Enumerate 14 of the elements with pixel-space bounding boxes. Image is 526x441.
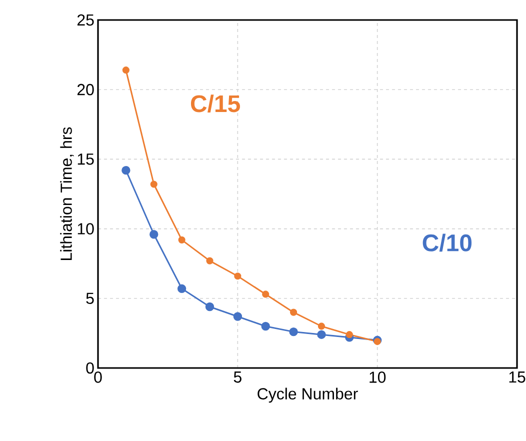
y-tick-label: 25: [77, 14, 94, 26]
text: C/10: [422, 234, 472, 252]
x-tick-label: 5: [234, 372, 242, 383]
text: C/15: [190, 94, 240, 112]
y-tick-label: 10: [78, 223, 94, 234]
x-axis-title: Cycle Number: [258, 388, 358, 403]
y-tick-label: 20: [77, 84, 94, 96]
x-tick-label: 15: [509, 372, 526, 383]
x-tick-label: 10: [370, 372, 386, 383]
y-tick-label: 5: [86, 292, 94, 304]
y-axis-title: Lithiation Time, hrs: [60, 127, 74, 260]
y-tick-label: 0: [86, 362, 94, 374]
y-tick-label: 15: [78, 154, 94, 165]
x-tick-label: 0: [94, 372, 102, 383]
